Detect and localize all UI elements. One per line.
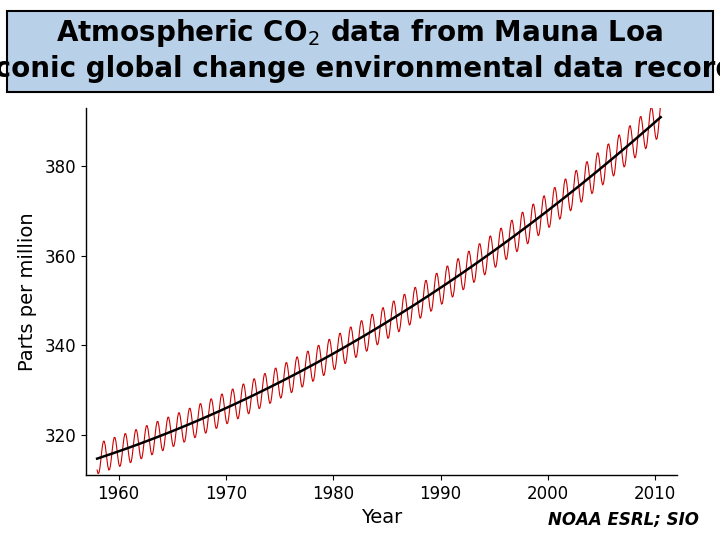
X-axis label: Year: Year <box>361 509 402 528</box>
Y-axis label: Parts per million: Parts per million <box>17 212 37 371</box>
Text: Atmospheric CO$_2$ data from Mauna Loa: Atmospheric CO$_2$ data from Mauna Loa <box>56 17 664 50</box>
Text: NOAA ESRL; SIO: NOAA ESRL; SIO <box>547 511 698 529</box>
Text: iconic global change environmental data record: iconic global change environmental data … <box>0 55 720 83</box>
FancyBboxPatch shape <box>7 11 713 92</box>
